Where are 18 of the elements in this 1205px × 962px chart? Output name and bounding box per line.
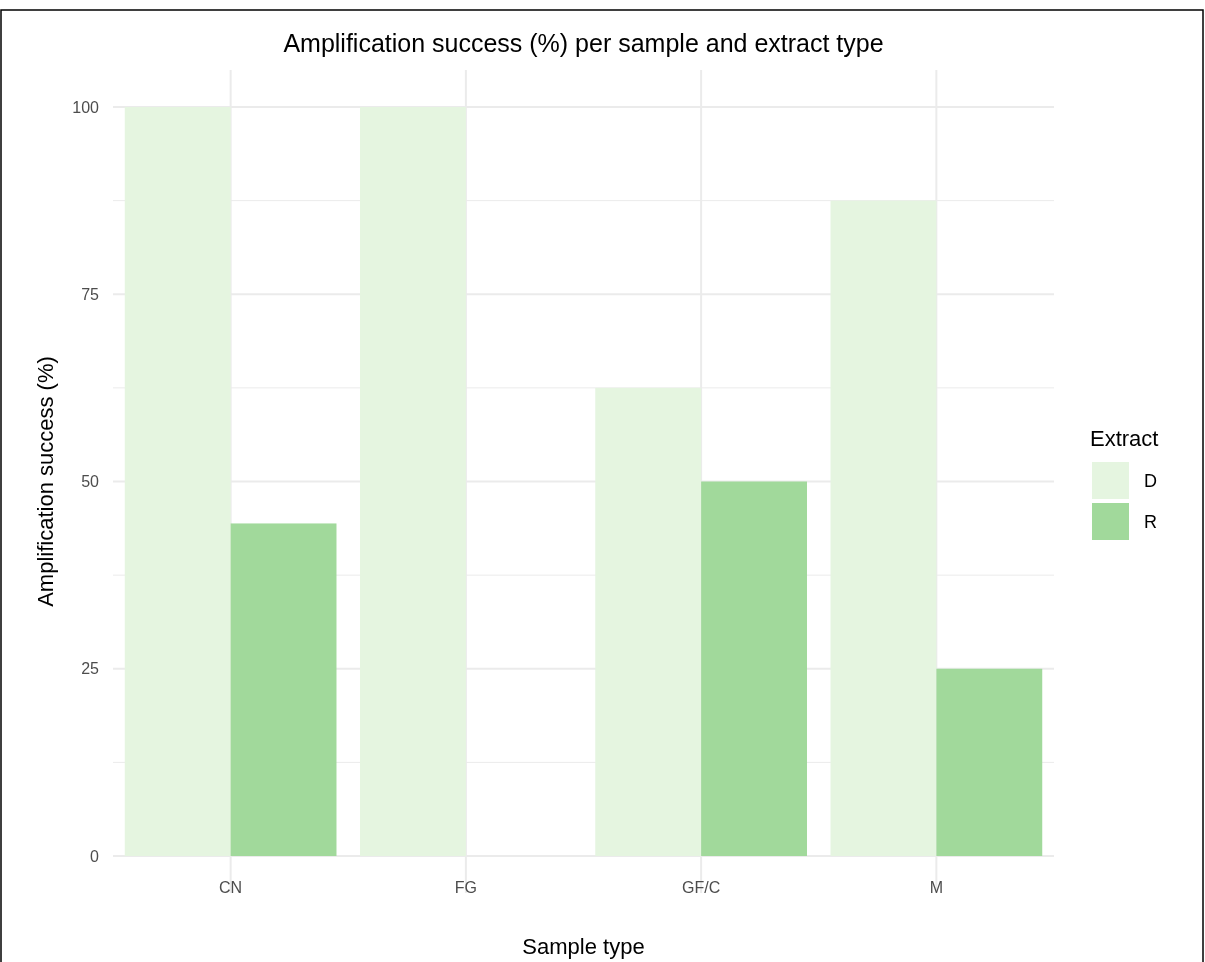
x-tick-label: CN xyxy=(219,878,243,896)
y-tick-label: 50 xyxy=(81,473,100,491)
y-tick-label: 25 xyxy=(81,660,100,678)
y-tick-label: 0 xyxy=(90,847,100,865)
legend-label: D xyxy=(1144,471,1157,492)
x-tick-label: M xyxy=(929,878,944,896)
x-axis-title: Sample type xyxy=(522,934,645,959)
legend-label: R xyxy=(1144,512,1157,533)
legend-title: Extract xyxy=(1090,426,1159,451)
bar xyxy=(936,668,1043,856)
x-tick-label: FG xyxy=(454,878,477,896)
bar xyxy=(230,523,337,856)
chart-title: Amplification success (%) per sample and extract type xyxy=(283,29,884,57)
y-tick-label: 100 xyxy=(72,98,100,116)
bar xyxy=(701,481,807,856)
y-tick-label: 75 xyxy=(81,285,100,303)
x-tick-label: GF/C xyxy=(682,878,721,896)
y-axis-title: Amplification success (%) xyxy=(33,356,58,607)
